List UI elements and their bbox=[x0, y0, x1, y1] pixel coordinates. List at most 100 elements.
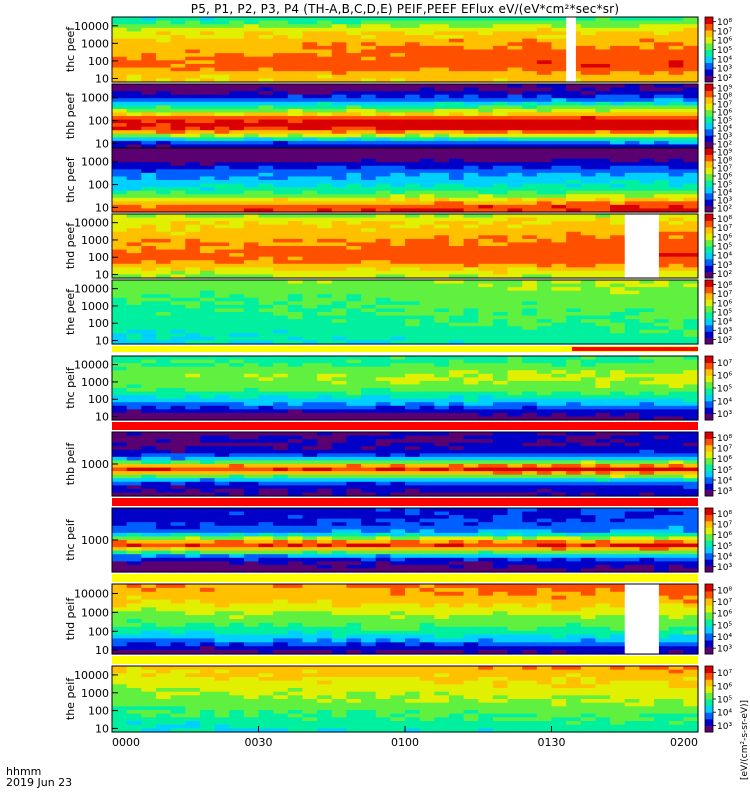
heatmap-cell bbox=[683, 101, 699, 106]
heatmap-cell bbox=[654, 101, 670, 106]
heatmap-cell bbox=[507, 373, 523, 378]
heatmap-cell bbox=[331, 71, 347, 76]
heatmap-cell bbox=[522, 148, 538, 153]
heatmap-cell bbox=[610, 137, 626, 142]
heatmap-cell bbox=[390, 260, 406, 265]
heatmap-cell bbox=[624, 405, 640, 410]
heatmap-cell bbox=[580, 260, 597, 265]
heatmap-cell bbox=[668, 294, 684, 299]
heatmap-cell bbox=[683, 228, 699, 233]
heatmap-cell bbox=[668, 231, 684, 236]
heatmap-cell bbox=[346, 405, 362, 410]
heatmap-cell bbox=[229, 38, 245, 43]
heatmap-cell bbox=[170, 24, 186, 29]
heatmap-cell bbox=[492, 412, 509, 418]
heatmap-cell bbox=[287, 53, 304, 58]
heatmap-cell bbox=[507, 464, 523, 469]
heatmap-cell bbox=[361, 140, 377, 146]
heatmap-cell bbox=[185, 126, 201, 131]
heatmap-cell bbox=[434, 333, 450, 338]
heatmap-cell bbox=[522, 412, 538, 418]
heatmap-cell bbox=[580, 98, 597, 103]
heatmap-cell bbox=[419, 144, 435, 149]
heatmap-cell bbox=[610, 453, 626, 458]
heatmap-cell bbox=[185, 101, 201, 106]
heatmap-cell bbox=[126, 267, 142, 272]
heatmap-cell bbox=[419, 63, 435, 69]
heatmap-cell bbox=[580, 326, 597, 331]
heatmap-cell bbox=[155, 467, 172, 472]
heatmap-cell bbox=[522, 194, 538, 199]
heatmap-cell bbox=[229, 283, 245, 288]
heatmap-cell bbox=[595, 435, 611, 440]
heatmap-cell bbox=[536, 446, 553, 451]
heatmap-cell bbox=[683, 263, 699, 268]
heatmap-cell bbox=[185, 194, 201, 199]
heatmap-cell bbox=[390, 112, 406, 117]
heatmap-cell bbox=[317, 214, 333, 219]
heatmap-cell bbox=[170, 151, 186, 156]
heatmap-cell bbox=[654, 87, 670, 92]
heatmap-cell bbox=[155, 366, 172, 371]
heatmap-cell bbox=[185, 201, 201, 206]
heatmap-cell bbox=[448, 290, 465, 295]
heatmap-cell bbox=[668, 380, 684, 386]
heatmap-cell bbox=[375, 162, 391, 167]
heatmap-cell bbox=[361, 242, 377, 247]
heatmap-cell bbox=[492, 439, 509, 444]
heatmap-cell bbox=[390, 435, 406, 440]
heatmap-cell bbox=[331, 290, 347, 295]
heatmap-cell bbox=[595, 322, 611, 327]
heatmap-cell bbox=[287, 270, 304, 276]
heatmap-cell bbox=[405, 208, 421, 213]
heatmap-cell bbox=[390, 228, 406, 233]
colorbar-tick-label: 10⁶ bbox=[717, 299, 732, 309]
heatmap-cell bbox=[375, 208, 391, 213]
heatmap-cell bbox=[463, 370, 479, 375]
heatmap-cell bbox=[141, 123, 157, 128]
heatmap-cell bbox=[522, 221, 538, 226]
heatmap-cell bbox=[639, 176, 655, 181]
y-tick-label: 1000 bbox=[81, 234, 109, 247]
heatmap-cell bbox=[595, 391, 611, 396]
heatmap-cell bbox=[419, 446, 435, 451]
heatmap-cell bbox=[683, 238, 699, 244]
heatmap-cell bbox=[434, 108, 450, 114]
heatmap-cell bbox=[683, 280, 699, 285]
heatmap-cell bbox=[639, 391, 655, 396]
heatmap-cell bbox=[141, 17, 157, 22]
heatmap-cell bbox=[258, 35, 274, 40]
heatmap-cell bbox=[551, 60, 567, 65]
heatmap-cell bbox=[492, 304, 509, 310]
heatmap-cell bbox=[434, 224, 450, 229]
heatmap-cell bbox=[507, 315, 523, 320]
heatmap-cell bbox=[434, 253, 450, 258]
heatmap-cell bbox=[654, 388, 670, 393]
heatmap-cell bbox=[331, 263, 347, 268]
heatmap-cell bbox=[287, 165, 304, 170]
heatmap-cell bbox=[155, 148, 172, 153]
heatmap-cell bbox=[610, 56, 626, 61]
heatmap-cell bbox=[507, 133, 523, 138]
heatmap-cell bbox=[273, 231, 289, 236]
heatmap-cell bbox=[419, 221, 435, 226]
heatmap-cell bbox=[141, 359, 157, 364]
heatmap-cell bbox=[536, 101, 553, 106]
heatmap-cell bbox=[170, 53, 186, 58]
heatmap-cell bbox=[624, 340, 640, 345]
heatmap-cell bbox=[155, 217, 172, 222]
heatmap-cell bbox=[654, 235, 670, 240]
heatmap-cell bbox=[185, 409, 201, 414]
heatmap-cell bbox=[683, 297, 699, 302]
heatmap-cell bbox=[331, 467, 347, 472]
heatmap-cell bbox=[170, 377, 186, 382]
heatmap-cell bbox=[419, 435, 435, 440]
heatmap-cell bbox=[654, 172, 670, 178]
heatmap-cell bbox=[214, 172, 230, 178]
heatmap-cell bbox=[258, 98, 274, 103]
heatmap-cell bbox=[317, 267, 333, 272]
heatmap-cell bbox=[141, 388, 157, 393]
colorbar-tick-label: 10⁴ bbox=[717, 55, 732, 65]
heatmap-cell bbox=[668, 460, 684, 465]
heatmap-cell bbox=[199, 312, 216, 317]
